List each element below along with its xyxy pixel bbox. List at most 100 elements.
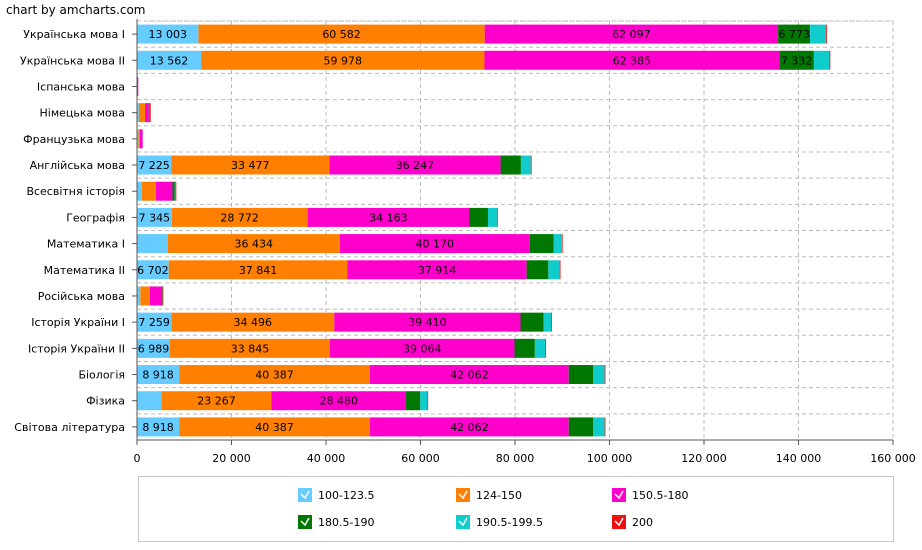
bar-segment[interactable] bbox=[137, 50, 202, 70]
bar-segment[interactable] bbox=[529, 234, 554, 254]
bar-segment[interactable] bbox=[171, 207, 308, 227]
data-labels-group: 13 003 60 582 62 097 6 773 13 562 59 978 62 38… bbox=[137, 28, 812, 434]
bar-segment[interactable] bbox=[545, 338, 547, 358]
bar-segment[interactable] bbox=[140, 286, 150, 306]
bar-segment[interactable] bbox=[329, 155, 501, 175]
legend-item[interactable]: 180.5-190 bbox=[298, 515, 374, 529]
bar-segment[interactable] bbox=[161, 391, 272, 411]
bar-segment[interactable] bbox=[593, 365, 605, 385]
bar-segment[interactable] bbox=[137, 417, 180, 437]
bar-segment[interactable] bbox=[167, 234, 340, 254]
data-label: 40 387 bbox=[255, 421, 294, 434]
legend-item[interactable]: 124-150 bbox=[456, 488, 522, 502]
legend-item[interactable]: 150.5-180 bbox=[612, 488, 688, 502]
axes-group bbox=[132, 19, 894, 445]
bar-segment[interactable] bbox=[138, 129, 140, 149]
chart-credit[interactable]: chart by amcharts.com bbox=[6, 3, 146, 17]
bar-segment[interactable] bbox=[175, 181, 177, 201]
bar-segment[interactable] bbox=[137, 234, 168, 254]
bar-segment[interactable] bbox=[813, 50, 830, 70]
bar-segment[interactable] bbox=[534, 338, 546, 358]
bar-segment[interactable] bbox=[137, 391, 162, 411]
bar-segment[interactable] bbox=[149, 286, 162, 306]
bar-segment[interactable] bbox=[559, 260, 561, 280]
bar-segment[interactable] bbox=[484, 50, 780, 70]
bar-segment[interactable] bbox=[829, 50, 831, 70]
bar-segment[interactable] bbox=[496, 207, 498, 227]
bar-segment[interactable] bbox=[329, 338, 515, 358]
bar-segment[interactable] bbox=[826, 24, 827, 44]
bar-segment[interactable] bbox=[137, 76, 139, 96]
legend-item[interactable]: 200 bbox=[612, 515, 653, 529]
bar-segment[interactable] bbox=[137, 103, 139, 123]
bar-segment[interactable] bbox=[170, 338, 330, 358]
bar-segment[interactable] bbox=[334, 312, 521, 332]
bar-segment[interactable] bbox=[553, 234, 562, 254]
bar-segment[interactable] bbox=[171, 155, 330, 175]
bar-segment[interactable] bbox=[179, 417, 370, 437]
bar-segment[interactable] bbox=[271, 391, 407, 411]
bar-segment[interactable] bbox=[561, 234, 563, 254]
bar-segment[interactable] bbox=[339, 234, 530, 254]
bar-segment[interactable] bbox=[779, 50, 814, 70]
bar-segment[interactable] bbox=[145, 103, 149, 123]
bar-segment[interactable] bbox=[138, 103, 146, 123]
bar-segment[interactable] bbox=[141, 181, 156, 201]
bar-segment[interactable] bbox=[137, 338, 171, 358]
bar-segment[interactable] bbox=[137, 286, 141, 306]
data-label: 28 480 bbox=[320, 395, 359, 408]
bar-segment[interactable] bbox=[568, 365, 594, 385]
bar-segment[interactable] bbox=[548, 260, 560, 280]
bar-segment[interactable] bbox=[543, 312, 552, 332]
bar-segment[interactable] bbox=[179, 365, 370, 385]
bar-segment[interactable] bbox=[171, 312, 335, 332]
bar-segment[interactable] bbox=[406, 391, 421, 411]
bar-segment[interactable] bbox=[198, 24, 485, 44]
bar-segment[interactable] bbox=[514, 338, 535, 358]
category-labels-group: Українська мова I Українська мова II Іспан… bbox=[14, 28, 125, 434]
bar-segment[interactable] bbox=[551, 312, 553, 332]
bar-segment[interactable] bbox=[369, 365, 569, 385]
bar-segment[interactable] bbox=[604, 417, 606, 437]
legend-swatch-icon bbox=[612, 515, 626, 529]
bar-segment[interactable] bbox=[149, 103, 151, 123]
bar-segment[interactable] bbox=[174, 181, 176, 201]
bar-segment[interactable] bbox=[139, 129, 143, 149]
bar-segment[interactable] bbox=[137, 260, 169, 280]
bar-segment[interactable] bbox=[500, 155, 521, 175]
bar-segment[interactable] bbox=[137, 155, 172, 175]
legend-item[interactable]: 100-123.5 bbox=[298, 488, 374, 502]
bar-segment[interactable] bbox=[810, 24, 827, 44]
bar-segment[interactable] bbox=[469, 207, 488, 227]
bar-segment[interactable] bbox=[161, 286, 163, 306]
bar-segment[interactable] bbox=[484, 24, 779, 44]
bar-segment[interactable] bbox=[148, 103, 150, 123]
bar-segment[interactable] bbox=[307, 207, 470, 227]
bar-segment[interactable] bbox=[369, 417, 569, 437]
bar-segment[interactable] bbox=[420, 391, 428, 411]
bar-segment[interactable] bbox=[487, 207, 497, 227]
bar-segment[interactable] bbox=[520, 155, 531, 175]
bar-segment[interactable] bbox=[137, 207, 172, 227]
bar-segment[interactable] bbox=[347, 260, 527, 280]
bar-segment[interactable] bbox=[526, 260, 549, 280]
bar-segment[interactable] bbox=[520, 312, 544, 332]
bar-segment[interactable] bbox=[568, 417, 594, 437]
bar-segment[interactable] bbox=[427, 391, 429, 411]
bar-segment[interactable] bbox=[137, 129, 139, 149]
bar-segment[interactable] bbox=[530, 155, 532, 175]
bar-segment[interactable] bbox=[137, 365, 180, 385]
legend-item[interactable]: 190.5-199.5 bbox=[456, 515, 543, 529]
bar-segment[interactable] bbox=[168, 260, 348, 280]
data-label: 62 097 bbox=[612, 28, 651, 41]
bar-segment[interactable] bbox=[593, 417, 605, 437]
bar-segment[interactable] bbox=[604, 365, 606, 385]
bar-segment[interactable] bbox=[201, 50, 485, 70]
bar-segment[interactable] bbox=[137, 312, 172, 332]
bar-segment[interactable] bbox=[778, 24, 811, 44]
bar-segment[interactable] bbox=[162, 286, 164, 306]
bar-segment[interactable] bbox=[137, 181, 142, 201]
bar-segment[interactable] bbox=[137, 24, 199, 44]
bar-segment[interactable] bbox=[155, 181, 173, 201]
bar-segment[interactable] bbox=[172, 181, 175, 201]
